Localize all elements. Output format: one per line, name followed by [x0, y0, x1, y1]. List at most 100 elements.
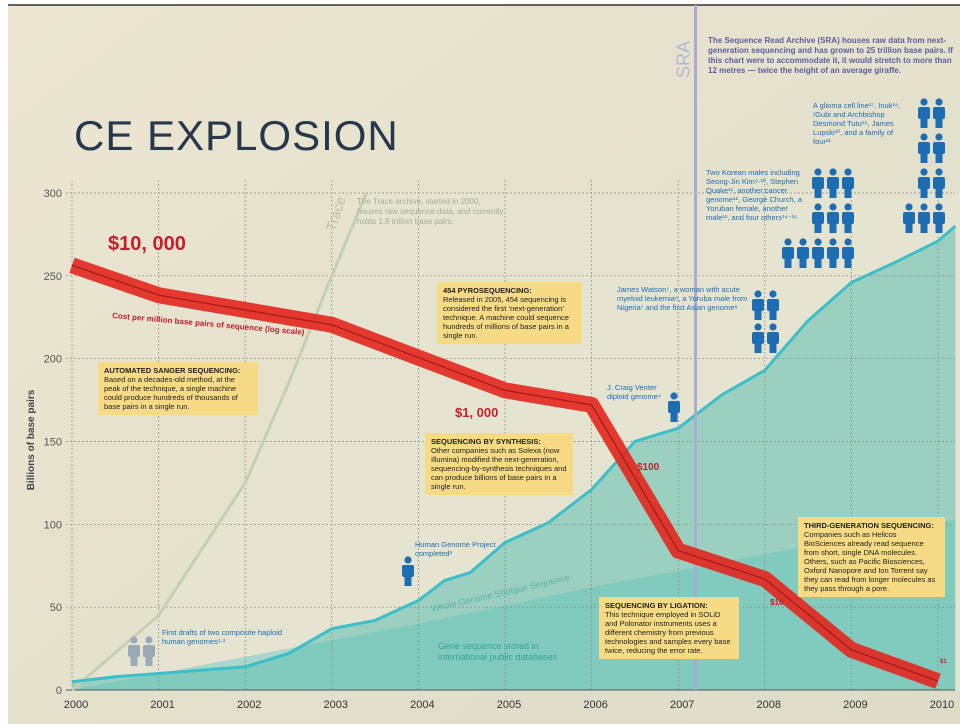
icon-legs — [921, 221, 928, 233]
icon-head — [844, 168, 851, 175]
icon-head — [145, 636, 152, 643]
trace-note: The Trace archive, started in 2000, hous… — [357, 197, 507, 227]
icon-legs — [845, 186, 852, 198]
infographic: 0 50 100 150 200 250 300 2000 2001 2002 2003 2004 20… — [0, 0, 960, 724]
cost-label: $1, 000 — [455, 405, 498, 420]
callout-title: AUTOMATED SANGER SEQUENCING: — [104, 366, 252, 375]
callout-text: Based on a decades-old method, at the pe… — [104, 375, 238, 411]
genome-note: A glioma cell line¹⁷, Inuk¹⁸, !Gubi and … — [813, 101, 913, 146]
x-tick-label: 2010 — [930, 699, 954, 711]
icon-legs — [845, 221, 852, 233]
icon-head — [130, 636, 137, 643]
cost-label: $10 — [770, 598, 784, 607]
icon-head — [769, 290, 776, 297]
icon-legs — [815, 186, 822, 198]
genome-note: Two Korean males including Seong-Jin Kim… — [706, 168, 806, 222]
icon-legs — [755, 308, 762, 320]
callout: AUTOMATED SANGER SEQUENCING:Based on a d… — [98, 362, 258, 415]
icon-head — [935, 203, 942, 210]
icon-legs — [146, 654, 153, 666]
icon-legs — [906, 221, 913, 233]
cost-label: $10, 000 — [108, 233, 186, 255]
callout-text: Released in 2005, 454 sequencing is cons… — [443, 295, 569, 340]
icon-legs — [815, 221, 822, 233]
callout-text: This technique employed in SOLiD and Pol… — [605, 610, 731, 655]
icon-legs — [755, 341, 762, 353]
y-tick-label: 250 — [44, 271, 62, 283]
callout-title: THIRD-GENERATION SEQUENCING: — [804, 521, 939, 530]
y-tick-label: 200 — [44, 354, 62, 366]
icon-legs — [800, 256, 807, 268]
icon-head — [829, 168, 836, 175]
x-tick-label: 2004 — [410, 699, 434, 711]
icon-legs — [770, 341, 777, 353]
icon-head — [799, 238, 806, 245]
icon-head — [814, 168, 821, 175]
icon-head — [905, 203, 912, 210]
icon-legs — [936, 186, 943, 198]
icon-legs — [921, 186, 928, 198]
icon-legs — [671, 410, 678, 422]
icon-legs — [936, 151, 943, 163]
genome-note: First drafts of two composite haploid hu… — [162, 628, 292, 646]
icon-legs — [815, 256, 822, 268]
x-tick-label: 2001 — [150, 699, 174, 711]
y-tick-label: 300 — [44, 188, 62, 200]
callout-title: SEQUENCING BY SYNTHESIS: — [431, 437, 567, 446]
x-tick-label: 2006 — [583, 699, 607, 711]
x-tick-label: 2007 — [670, 699, 694, 711]
x-tick-label: 2002 — [237, 699, 261, 711]
callout-title: 454 PYROSEQUENCING: — [443, 286, 576, 295]
cost-label: $100 — [637, 462, 660, 473]
icon-legs — [921, 116, 928, 128]
icon-head — [829, 203, 836, 210]
icon-head — [920, 203, 927, 210]
callout-title: SEQUENCING BY LIGATION: — [605, 601, 733, 610]
x-tick-label: 2009 — [843, 699, 867, 711]
icon-head — [404, 556, 411, 563]
y-tick-label: 150 — [44, 437, 62, 449]
genome-note: James Watson⁵, a woman with acute myeloi… — [617, 285, 752, 312]
icon-legs — [830, 256, 837, 268]
y-tick-label: 100 — [44, 519, 62, 531]
icon-head — [920, 98, 927, 105]
sra-note: The Sequence Read Archive (SRA) houses r… — [708, 36, 953, 76]
icon-head — [935, 98, 942, 105]
x-tick-label: 2003 — [324, 699, 348, 711]
callout: SEQUENCING BY LIGATION:This technique em… — [599, 597, 739, 659]
y-tick-label: 0 — [56, 685, 62, 697]
icon-head — [935, 133, 942, 140]
icon-head — [754, 290, 761, 297]
y-tick-label: 50 — [50, 602, 62, 614]
callout: SEQUENCING BY SYNTHESIS:Other companies … — [425, 433, 573, 495]
icon-legs — [921, 151, 928, 163]
sra-label: SRA — [674, 41, 694, 78]
icon-legs — [830, 186, 837, 198]
icon-legs — [830, 221, 837, 233]
callout-text: Other companies such as Solexa (now Illu… — [431, 446, 567, 491]
icon-head — [784, 238, 791, 245]
icon-head — [844, 238, 851, 245]
icon-head — [935, 168, 942, 175]
chart-title: CE EXPLOSION — [74, 112, 399, 160]
icon-legs — [845, 256, 852, 268]
callout: THIRD-GENERATION SEQUENCING:Companies su… — [798, 517, 945, 597]
icon-legs — [936, 116, 943, 128]
icon-head — [920, 133, 927, 140]
cost-label: $1 — [940, 659, 947, 665]
genome-note: Human Genome Project completed³ — [415, 540, 525, 558]
icon-legs — [770, 308, 777, 320]
icon-head — [769, 323, 776, 330]
icon-head — [754, 323, 761, 330]
icon-head — [844, 203, 851, 210]
icon-legs — [405, 574, 412, 586]
y-axis-label: Billions of base pairs — [26, 389, 37, 490]
genome-note: J. Craig Venter diploid genome⁴ — [607, 383, 677, 401]
icon-head — [814, 203, 821, 210]
icon-head — [829, 238, 836, 245]
callout: 454 PYROSEQUENCING:Released in 2005, 454… — [437, 282, 582, 344]
x-tick-label: 2000 — [64, 699, 88, 711]
icon-head — [920, 168, 927, 175]
x-tick-label: 2008 — [757, 699, 781, 711]
series-label: Gene sequence stored in international pu… — [438, 641, 588, 663]
